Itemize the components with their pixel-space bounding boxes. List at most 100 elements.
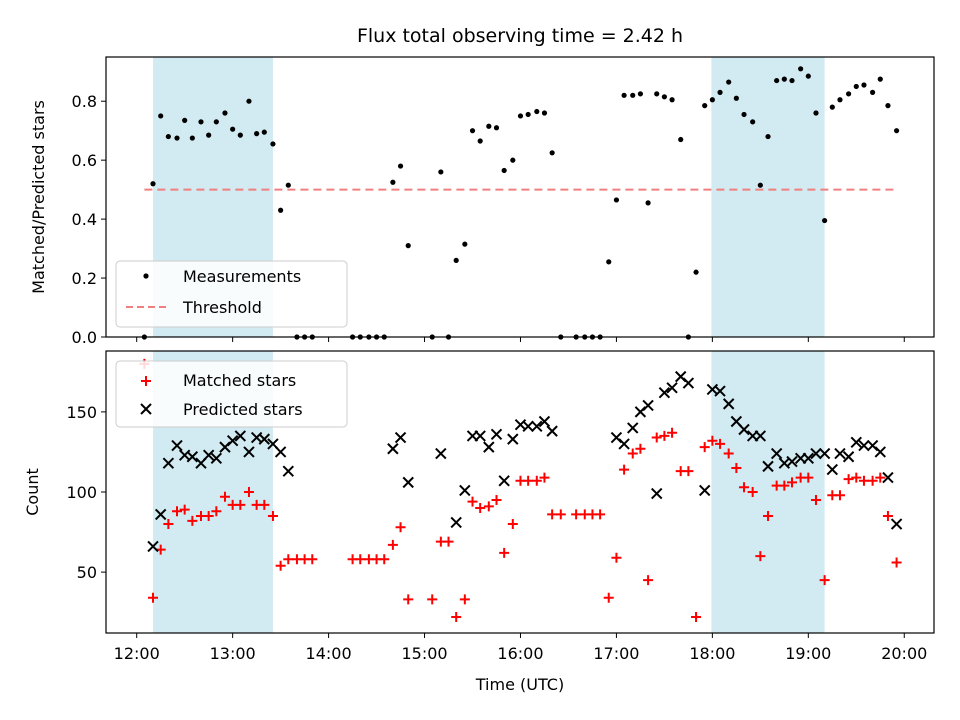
measurement-point [270,141,276,147]
measurement-point [798,66,804,72]
matched-stars-point [451,611,462,622]
bottom-y-ticks: 50 100 150 [66,403,106,582]
x-tick-label: 18:00 [689,644,735,663]
measurement-point [853,83,859,90]
x-axis-label: Time (UTC) [475,675,564,694]
measurement-point [702,103,708,109]
measurement-point [493,125,500,131]
matched-stars-point [867,475,878,486]
x-tick-label: 15:00 [401,644,447,663]
legend-label-predicted-stars: Predicted stars [183,400,303,419]
matched-stars-point [715,438,726,449]
matched-stars-point [211,506,222,517]
predicted-stars-point [738,423,750,436]
measurement-point [877,76,883,82]
matched-stars-point [882,511,893,522]
predicted-stars-point [802,452,815,465]
measurement-point [829,104,835,110]
measurement-point [765,133,771,140]
matched-stars-point [427,594,438,605]
measurement-point [822,217,828,224]
measurement-point [549,150,555,156]
measurement-point [462,241,468,247]
measurement-point [637,91,644,97]
matched-stars-point [523,475,534,486]
matched-stars-point [707,435,718,446]
predicted-stars-point [234,430,247,442]
measurement-point [174,135,180,141]
legend-x-glyph [140,403,152,415]
top-x-ticks [136,337,905,342]
predicted-stars-point [850,436,862,449]
measurement-point [693,269,699,275]
matched-stars-point [875,472,886,483]
matched-stars-point [459,594,470,605]
x-tick-label: 13:00 [210,644,256,663]
matched-stars-point [603,592,614,603]
matched-stars-point [723,448,734,459]
matched-stars-point [595,509,606,520]
measurement-point [189,135,195,141]
top-series [141,66,900,340]
measurement-point [222,110,228,116]
measurement-point [781,76,787,82]
measurement-point [861,82,867,88]
legend-label-matched-stars: Matched stars [183,371,296,390]
matched-stars-point [307,554,318,565]
measurement-point [285,182,291,188]
measurement-point [661,94,667,100]
measurement-point [654,91,660,97]
measurement-point [453,257,459,263]
predicted-stars-point [171,439,183,452]
legend-label-threshold: Threshold [182,298,262,317]
x-tick-label: 20:00 [881,644,927,663]
matched-stars-point [395,522,406,533]
measurement-point [534,108,540,115]
measurement-point [733,95,739,101]
measurement-point [741,111,747,118]
predicted-stars-point [274,446,287,458]
x-tick-label: 16:00 [497,644,543,663]
predicted-stars-point [834,447,846,460]
measurement-point [501,167,507,174]
predicted-stars-point [147,540,159,553]
measurement-point [230,126,236,132]
measurement-point [645,200,651,206]
predicted-stars-point [874,446,886,458]
predicted-stars-point [226,435,239,447]
measurement-point [789,77,795,84]
matched-stars-point [851,472,862,483]
matched-stars-point [283,554,294,565]
y-tick-label: 0.4 [72,210,97,229]
measurement-point [805,73,811,79]
measurement-point [846,91,852,97]
matched-stars-point [891,557,902,568]
y-tick-label: 150 [66,403,97,422]
matched-stars-point [491,495,502,506]
matched-stars-point [571,509,582,520]
measurement-point [837,97,843,103]
predicted-stars-point [210,452,223,465]
matched-stars-point [163,519,174,530]
matched-stars-point [819,575,830,586]
predicted-stars-point [698,484,711,497]
matched-stars-point [387,539,398,550]
measurement-point [477,138,483,144]
legend-label-measurements: Measurements [183,267,301,286]
chart-title: Flux total observing time = 2.42 h [357,25,683,47]
measurement-point [237,132,243,138]
predicted-stars-point [490,428,503,441]
measurement-point [669,97,675,103]
predicted-stars-point [651,487,663,500]
measurement-point [885,103,891,109]
matched-stars-point [379,554,390,565]
measurement-point [254,131,260,137]
y-tick-label: 50 [77,563,97,582]
matched-stars-point [651,432,662,443]
matched-stars-point [731,462,742,473]
matched-stars-point [179,504,190,515]
measurement-point [510,157,516,163]
predicted-stars-point [282,465,295,477]
